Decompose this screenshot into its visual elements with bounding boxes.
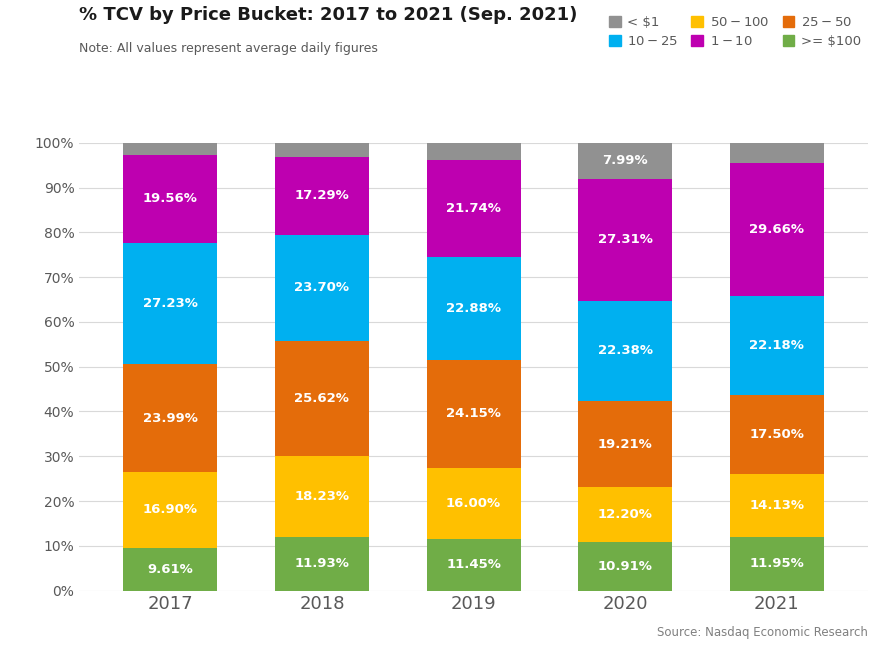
Bar [729, 537, 824, 591]
Bar [729, 395, 824, 474]
Text: 29.66%: 29.66% [750, 223, 804, 236]
Bar [729, 296, 824, 395]
Bar [729, 474, 824, 537]
Bar [578, 178, 672, 301]
Text: Note: All values represent average daily figures: Note: All values represent average daily… [79, 42, 378, 55]
Text: 11.93%: 11.93% [294, 557, 350, 570]
Text: 19.56%: 19.56% [143, 192, 197, 205]
Text: 11.45%: 11.45% [446, 558, 501, 572]
Text: 16.00%: 16.00% [446, 497, 501, 510]
Text: 7.99%: 7.99% [603, 154, 648, 167]
Text: 25.62%: 25.62% [294, 391, 350, 405]
Bar [275, 235, 369, 341]
Text: 10.91%: 10.91% [597, 559, 653, 572]
Bar [275, 157, 369, 235]
Text: 18.23%: 18.23% [294, 490, 350, 503]
Bar [123, 472, 218, 548]
Bar [426, 539, 521, 591]
Bar [729, 164, 824, 296]
Text: 27.23%: 27.23% [143, 297, 197, 310]
Legend: < $1, $10-$25, $50-$100, $1-$10, $25-$50, >= $100: < $1, $10-$25, $50-$100, $1-$10, $25-$50… [609, 16, 862, 47]
Bar [426, 160, 521, 257]
Text: 17.50%: 17.50% [750, 428, 804, 441]
Text: 22.38%: 22.38% [597, 345, 653, 358]
Text: 23.99%: 23.99% [143, 411, 197, 424]
Bar [275, 143, 369, 157]
Bar [578, 487, 672, 542]
Bar [426, 360, 521, 468]
Bar [123, 243, 218, 365]
Bar [275, 456, 369, 537]
Text: 14.13%: 14.13% [750, 499, 804, 512]
Text: 9.61%: 9.61% [147, 563, 193, 576]
Bar [729, 143, 824, 164]
Bar [123, 548, 218, 591]
Bar [123, 365, 218, 472]
Text: 21.74%: 21.74% [446, 202, 501, 215]
Bar [426, 143, 521, 160]
Text: % TCV by Price Bucket: 2017 to 2021 (Sep. 2021): % TCV by Price Bucket: 2017 to 2021 (Sep… [79, 6, 578, 25]
Bar [426, 257, 521, 360]
Bar [578, 143, 672, 178]
Text: 24.15%: 24.15% [446, 407, 501, 420]
Text: 27.31%: 27.31% [597, 233, 653, 246]
Text: 19.21%: 19.21% [598, 437, 653, 450]
Text: Source: Nasdaq Economic Research: Source: Nasdaq Economic Research [657, 626, 868, 639]
Text: 11.95%: 11.95% [750, 557, 804, 570]
Text: 22.88%: 22.88% [446, 302, 501, 315]
Bar [578, 542, 672, 591]
Text: 23.70%: 23.70% [294, 281, 350, 294]
Bar [123, 155, 218, 243]
Text: 17.29%: 17.29% [294, 190, 349, 202]
Text: 22.18%: 22.18% [750, 339, 804, 352]
Bar [426, 468, 521, 539]
Bar [275, 537, 369, 591]
Bar [123, 143, 218, 155]
Bar [578, 301, 672, 401]
Bar [275, 341, 369, 456]
Text: 12.20%: 12.20% [597, 508, 653, 521]
Text: 16.90%: 16.90% [143, 503, 197, 516]
Bar [578, 401, 672, 487]
